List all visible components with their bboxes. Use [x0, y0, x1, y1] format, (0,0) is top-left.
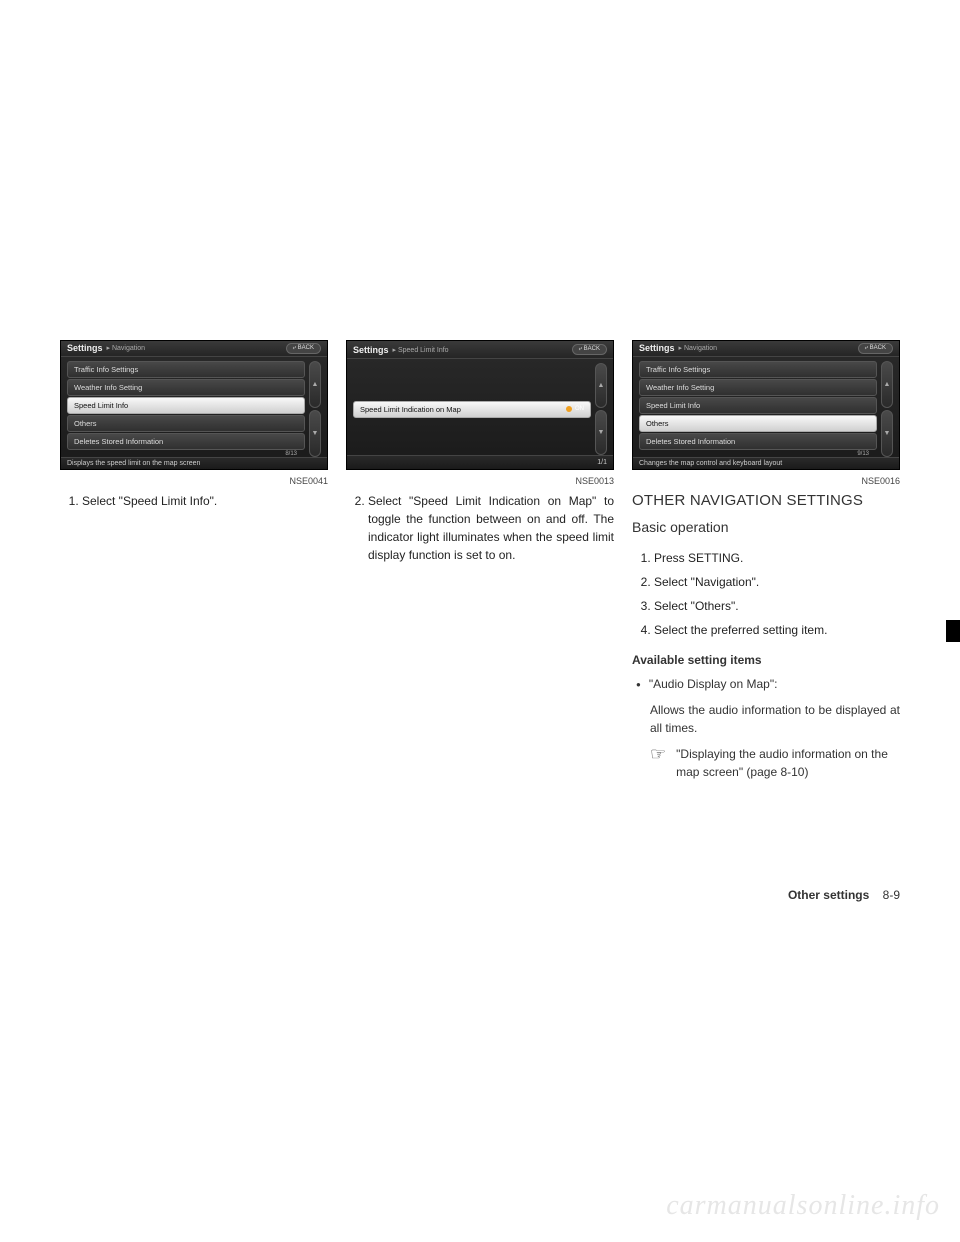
reference-block: ☞ "Displaying the audio information on t… — [650, 745, 900, 781]
nav-item: Speed Limit Info — [639, 397, 877, 414]
figure-label: NSE0013 — [346, 476, 614, 486]
scroll-down-icon: ▼ — [309, 410, 321, 457]
step-list: Press SETTING. Select "Navigation". Sele… — [632, 549, 900, 645]
footer-section: Other settings — [788, 888, 869, 902]
nav-header-title: Settings — [639, 343, 675, 353]
nav-header: Settings ▸ Navigation ⤶ BACK — [61, 341, 327, 357]
back-button: ⤶ BACK — [286, 343, 321, 354]
column-right: Settings ▸ Navigation ⤶ BACK Traffic Inf… — [632, 340, 900, 781]
nav-item: Deletes Stored Information — [67, 433, 305, 450]
nav-footer: Displays the speed limit on the map scre… — [61, 457, 327, 469]
nav-item-selected: Others — [639, 415, 877, 432]
page-indicator: 1/1 — [597, 459, 607, 466]
scroll-up-icon: ▲ — [309, 361, 321, 408]
nav-item-selected: Speed Limit Info — [67, 397, 305, 414]
step-item: Select "Speed Limit Indication on Map" t… — [368, 492, 614, 564]
nav-body: Traffic Info Settings Weather Info Setti… — [633, 357, 899, 457]
nav-item: Others — [67, 415, 305, 432]
nav-header: Settings ▸ Navigation ⤶ BACK — [633, 341, 899, 357]
nav-body: Traffic Info Settings Weather Info Setti… — [61, 357, 327, 457]
nav-screenshot-right: Settings ▸ Navigation ⤶ BACK Traffic Inf… — [632, 340, 900, 470]
footer-page-number: 8-9 — [883, 888, 900, 902]
nav-screenshot-mid: Settings ▸ Speed Limit Info ⤶ BACK Speed… — [346, 340, 614, 470]
reference-text: "Displaying the audio information on the… — [676, 745, 900, 781]
nav-item: Weather Info Setting — [67, 379, 305, 396]
nav-header: Settings ▸ Speed Limit Info ⤶ BACK — [347, 341, 613, 359]
back-button: ⤶ BACK — [572, 344, 607, 355]
nav-item-label: Speed Limit Indication on Map — [360, 404, 461, 415]
page-content: Settings ▸ Navigation ⤶ BACK Traffic Inf… — [60, 340, 900, 781]
figure-label: NSE0016 — [632, 476, 900, 486]
nav-breadcrumb: ▸ Navigation — [107, 344, 146, 352]
section-tab-marker — [946, 620, 960, 642]
nav-menu-list: Traffic Info Settings Weather Info Setti… — [67, 361, 305, 457]
available-items-heading: Available setting items — [632, 653, 900, 667]
nav-body: Speed Limit Indication on Map ON ▲ ▼ — [347, 359, 613, 455]
bullet-description: Allows the audio information to be displ… — [650, 701, 900, 737]
reference-icon: ☞ — [650, 745, 666, 763]
section-heading: OTHER NAVIGATION SETTINGS — [632, 492, 900, 509]
nav-item: Weather Info Setting — [639, 379, 877, 396]
column-left: Settings ▸ Navigation ⤶ BACK Traffic Inf… — [60, 340, 328, 781]
step-list: Select "Speed Limit Info". — [60, 492, 328, 516]
step-item: Select "Navigation". — [654, 573, 900, 591]
step-item: Select "Speed Limit Info". — [82, 492, 328, 510]
page-footer: Other settings 8-9 — [788, 888, 900, 902]
bullet-item: "Audio Display on Map": — [636, 675, 900, 693]
nav-scrollbar: ▲ ▼ — [309, 361, 321, 457]
column-mid: Settings ▸ Speed Limit Info ⤶ BACK Speed… — [346, 340, 614, 781]
nav-screenshot-left: Settings ▸ Navigation ⤶ BACK Traffic Inf… — [60, 340, 328, 470]
step-item: Press SETTING. — [654, 549, 900, 567]
nav-scrollbar: ▲ ▼ — [881, 361, 893, 457]
nav-breadcrumb: ▸ Navigation — [679, 344, 718, 352]
nav-scrollbar: ▲ ▼ — [595, 363, 607, 455]
nav-item-selected: Speed Limit Indication on Map ON — [353, 401, 591, 418]
nav-header-title: Settings — [67, 343, 103, 353]
step-item: Select "Others". — [654, 597, 900, 615]
step-list: Select "Speed Limit Indication on Map" t… — [346, 492, 614, 570]
step-item: Select the preferred setting item. — [654, 621, 900, 639]
scroll-down-icon: ▼ — [881, 410, 893, 457]
back-button: ⤶ BACK — [858, 343, 893, 354]
scroll-down-icon: ▼ — [595, 410, 607, 455]
scroll-up-icon: ▲ — [881, 361, 893, 408]
on-indicator-icon: ON — [566, 404, 584, 415]
watermark: carmanualsonline.info — [666, 1190, 940, 1222]
nav-menu-list: Speed Limit Indication on Map ON — [353, 363, 591, 455]
nav-header-title: Settings — [353, 345, 389, 355]
nav-item: Deletes Stored Information — [639, 433, 877, 450]
figure-label: NSE0041 — [60, 476, 328, 486]
nav-breadcrumb: ▸ Speed Limit Info — [393, 346, 449, 354]
subsection-heading: Basic operation — [632, 519, 900, 535]
nav-item: Traffic Info Settings — [639, 361, 877, 378]
scroll-up-icon: ▲ — [595, 363, 607, 408]
nav-item: Traffic Info Settings — [67, 361, 305, 378]
nav-footer: 1/1 — [347, 455, 613, 469]
bullet-list: "Audio Display on Map": — [632, 675, 900, 693]
nav-menu-list: Traffic Info Settings Weather Info Setti… — [639, 361, 877, 457]
nav-footer: Changes the map control and keyboard lay… — [633, 457, 899, 469]
